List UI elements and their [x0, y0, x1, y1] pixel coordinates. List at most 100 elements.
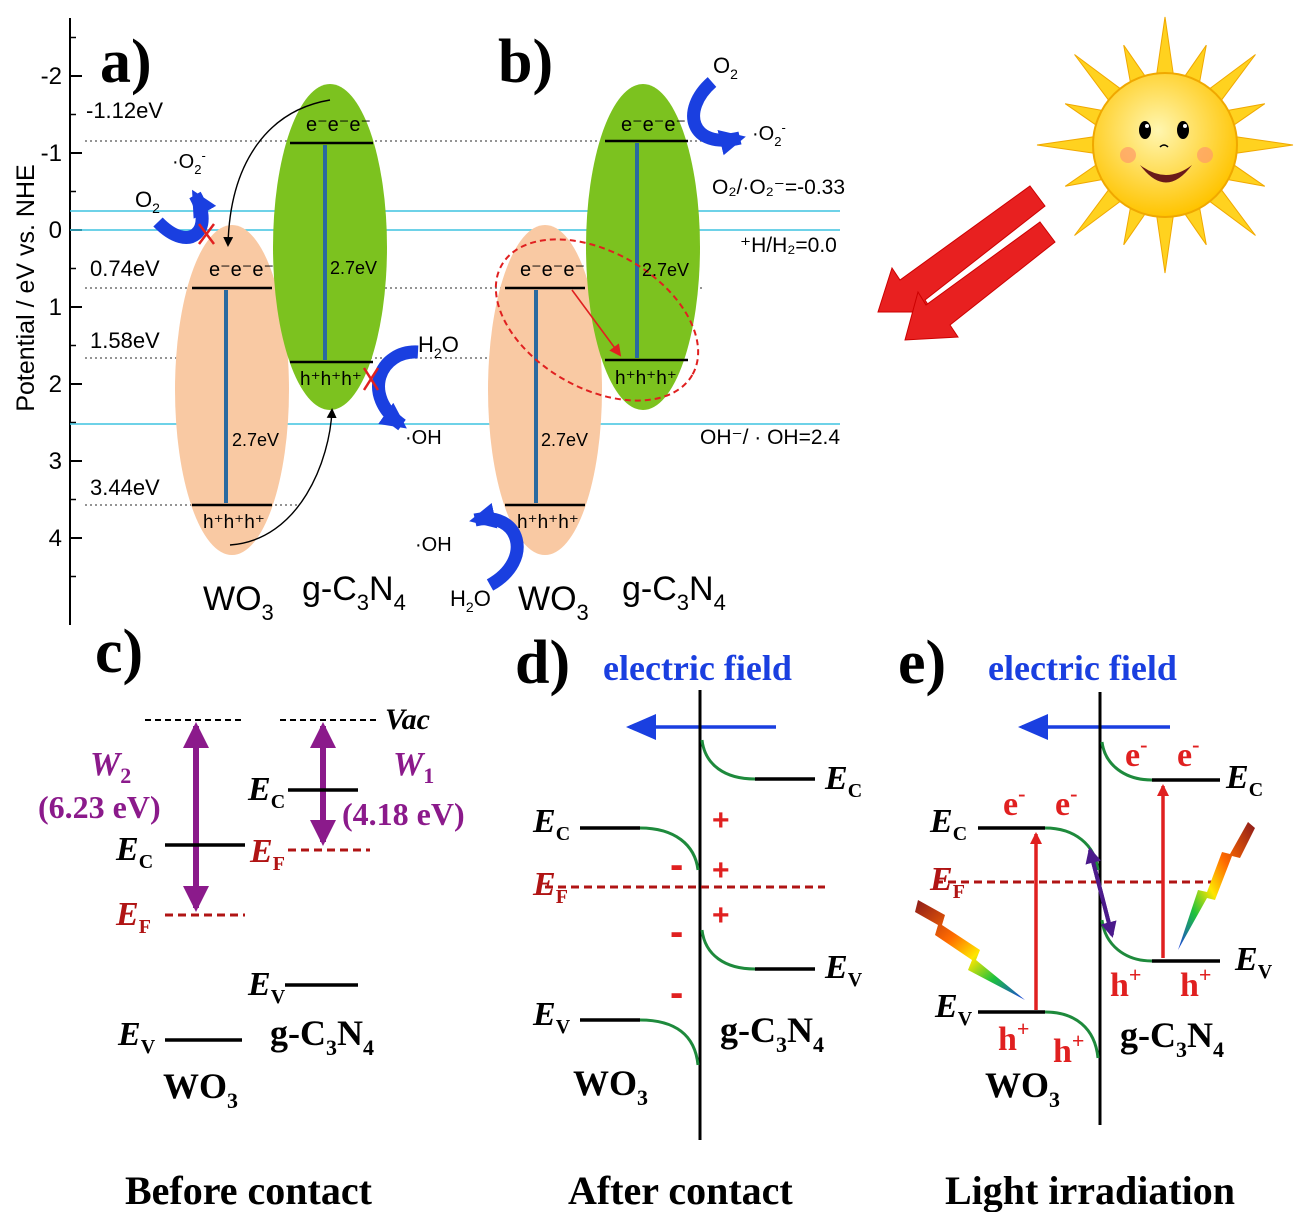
svg-text:W2: W2 [90, 746, 131, 788]
blocked-cross [362, 367, 380, 391]
caption-before-contact: Before contact [125, 1168, 373, 1212]
axis-tick-label: 3 [49, 448, 62, 475]
wo3-ec-label: E [929, 803, 953, 840]
gc3n4-ec-label: E [1225, 759, 1249, 796]
wo3-electrons: e⁻e⁻e⁻ [520, 259, 585, 281]
wo3-ec-label: E [115, 831, 139, 868]
vacuum-level-label: Vac [385, 703, 430, 736]
w2-label: W [90, 746, 123, 783]
hole-label: h [1053, 1033, 1072, 1070]
gc3n4-electrons: e⁻e⁻e⁻ [306, 114, 371, 136]
o2-label: O [713, 53, 730, 78]
level-label: 1.58eV [90, 328, 160, 353]
svg-text:H2O: H2O [450, 586, 491, 615]
gc3n4-label: g-C [720, 1010, 776, 1050]
ef-label: E [532, 866, 556, 903]
hole-label: h [998, 1021, 1017, 1058]
gc3n4-ec-label: E [824, 760, 848, 797]
water-oxidation-arrow [372, 345, 419, 431]
blocked-cross [198, 223, 215, 245]
hole-label: h [1180, 967, 1199, 1004]
svg-text:EC: EC [929, 803, 967, 845]
light-arrows [877, 185, 1056, 341]
panel-label-c: c) [95, 618, 143, 686]
ref-h-potential: ⁺H/H₂=0.0 [740, 234, 837, 257]
gc3n4-ec-label: E [247, 771, 271, 808]
svg-text:EF: EF [249, 833, 285, 875]
wo3-gap: 2.7eV [232, 430, 279, 450]
panel-label-a: a) [100, 28, 152, 96]
svg-text:g-C3N4: g-C3N4 [270, 1013, 374, 1060]
svg-text:EV: EV [1234, 941, 1273, 983]
o2-reduction-arrow [687, 77, 746, 156]
electron-label: e [1055, 786, 1070, 823]
svg-text:WO3: WO3 [518, 580, 589, 625]
wo3-ec-label: E [532, 803, 556, 840]
wo3-band-ellipse [175, 225, 289, 555]
hole-transfer-arrow [229, 408, 337, 546]
gc3n4-label: g-C [270, 1013, 326, 1053]
panel-label-d: d) [515, 629, 570, 697]
panel-label-b: b) [498, 28, 553, 96]
svg-text:h+: h+ [1180, 962, 1211, 1004]
svg-text:O2: O2 [713, 53, 738, 82]
wo3-holes: h⁺h⁺h⁺ [203, 512, 265, 533]
sun-ray [1155, 16, 1175, 79]
o2-label: O [135, 187, 152, 212]
gc3n4-electrons: e⁻e⁻e⁻ [621, 114, 686, 136]
svg-text:EV: EV [824, 949, 863, 991]
wo3-ef-label: E [115, 896, 139, 933]
w1-label: W [393, 746, 426, 783]
axis-ticks: -2 -1 0 1 2 3 4 [41, 36, 82, 578]
gc3n4-ev-label: E [824, 949, 848, 986]
svg-text:EC: EC [824, 760, 862, 802]
electron-label: e [1125, 737, 1140, 774]
hydroxyl-label: ·OH [405, 427, 442, 449]
o2-reduction-arrow [153, 189, 217, 244]
axis-tick-label: 4 [49, 525, 62, 552]
positive-charge: + [712, 854, 730, 887]
sun-icon [1036, 16, 1294, 274]
svg-text:h+: h+ [998, 1016, 1029, 1058]
svg-text:EF: EF [929, 861, 965, 903]
water-oxidation-arrow [469, 502, 524, 591]
svg-text:e-: e- [1003, 781, 1025, 823]
positive-charge: + [712, 899, 730, 932]
wo3-label: WO [518, 580, 577, 618]
sun-ray [1231, 135, 1294, 155]
gc3n4-gap: 2.7eV [642, 260, 689, 280]
svg-text:WO3: WO3 [985, 1065, 1060, 1112]
svg-text:·O2-: ·O2- [752, 120, 786, 149]
wo3-ev-label: E [117, 1016, 141, 1053]
gc3n4-band-ellipse [586, 84, 700, 410]
superoxide-label: ·O [172, 151, 194, 173]
gc3n4-gap: 2.7eV [330, 258, 377, 278]
wo3-holes: h⁺h⁺h⁺ [517, 512, 579, 533]
axis-tick-label: 1 [49, 294, 62, 321]
positive-charge: + [712, 804, 730, 837]
gc3n4-ev-label: E [247, 966, 271, 1003]
potential-axis: -2 -1 0 1 2 3 4 Potential / eV vs. NHE [12, 18, 82, 625]
wo3-label: WO [203, 580, 262, 618]
caption-light-irradiation: Light irradiation [945, 1168, 1235, 1212]
axis-label: Potential / eV vs. NHE [12, 164, 40, 411]
svg-text:g-C3N4: g-C3N4 [1120, 1015, 1224, 1062]
gc3n4-label: g-C [302, 570, 357, 608]
gc3n4-holes: h⁺h⁺h⁺ [300, 369, 362, 390]
svg-text:g-C3N4: g-C3N4 [302, 570, 406, 615]
svg-text:WO3: WO3 [573, 1063, 648, 1110]
svg-text:EF: EF [532, 866, 568, 908]
svg-text:·O2-: ·O2- [172, 148, 206, 177]
svg-text:EF: EF [115, 896, 151, 938]
ref-o2-potential: O₂/·O₂⁻=-0.33 [712, 176, 845, 199]
axis-tick-label: 0 [49, 217, 62, 244]
z-scheme-highlight [494, 238, 700, 402]
wo3-ev-label: E [934, 988, 958, 1025]
z-scheme-transfer-arrow [571, 289, 622, 357]
panel-d: electric field + + + - - - EC EF EV EC E… [532, 648, 863, 1212]
hole-label: h [1110, 967, 1129, 1004]
panel-a: -1.12eV 0.74eV 1.58eV 3.44eV e⁻e⁻e⁻ h⁺h⁺… [86, 84, 459, 625]
panel-b: e⁻e⁻e⁻ h⁺h⁺h⁺ e⁻e⁻e⁻ h⁺h⁺h⁺ 2.7eV 2.7eV … [415, 53, 845, 625]
w2-value: (6.23 eV) [38, 789, 161, 825]
